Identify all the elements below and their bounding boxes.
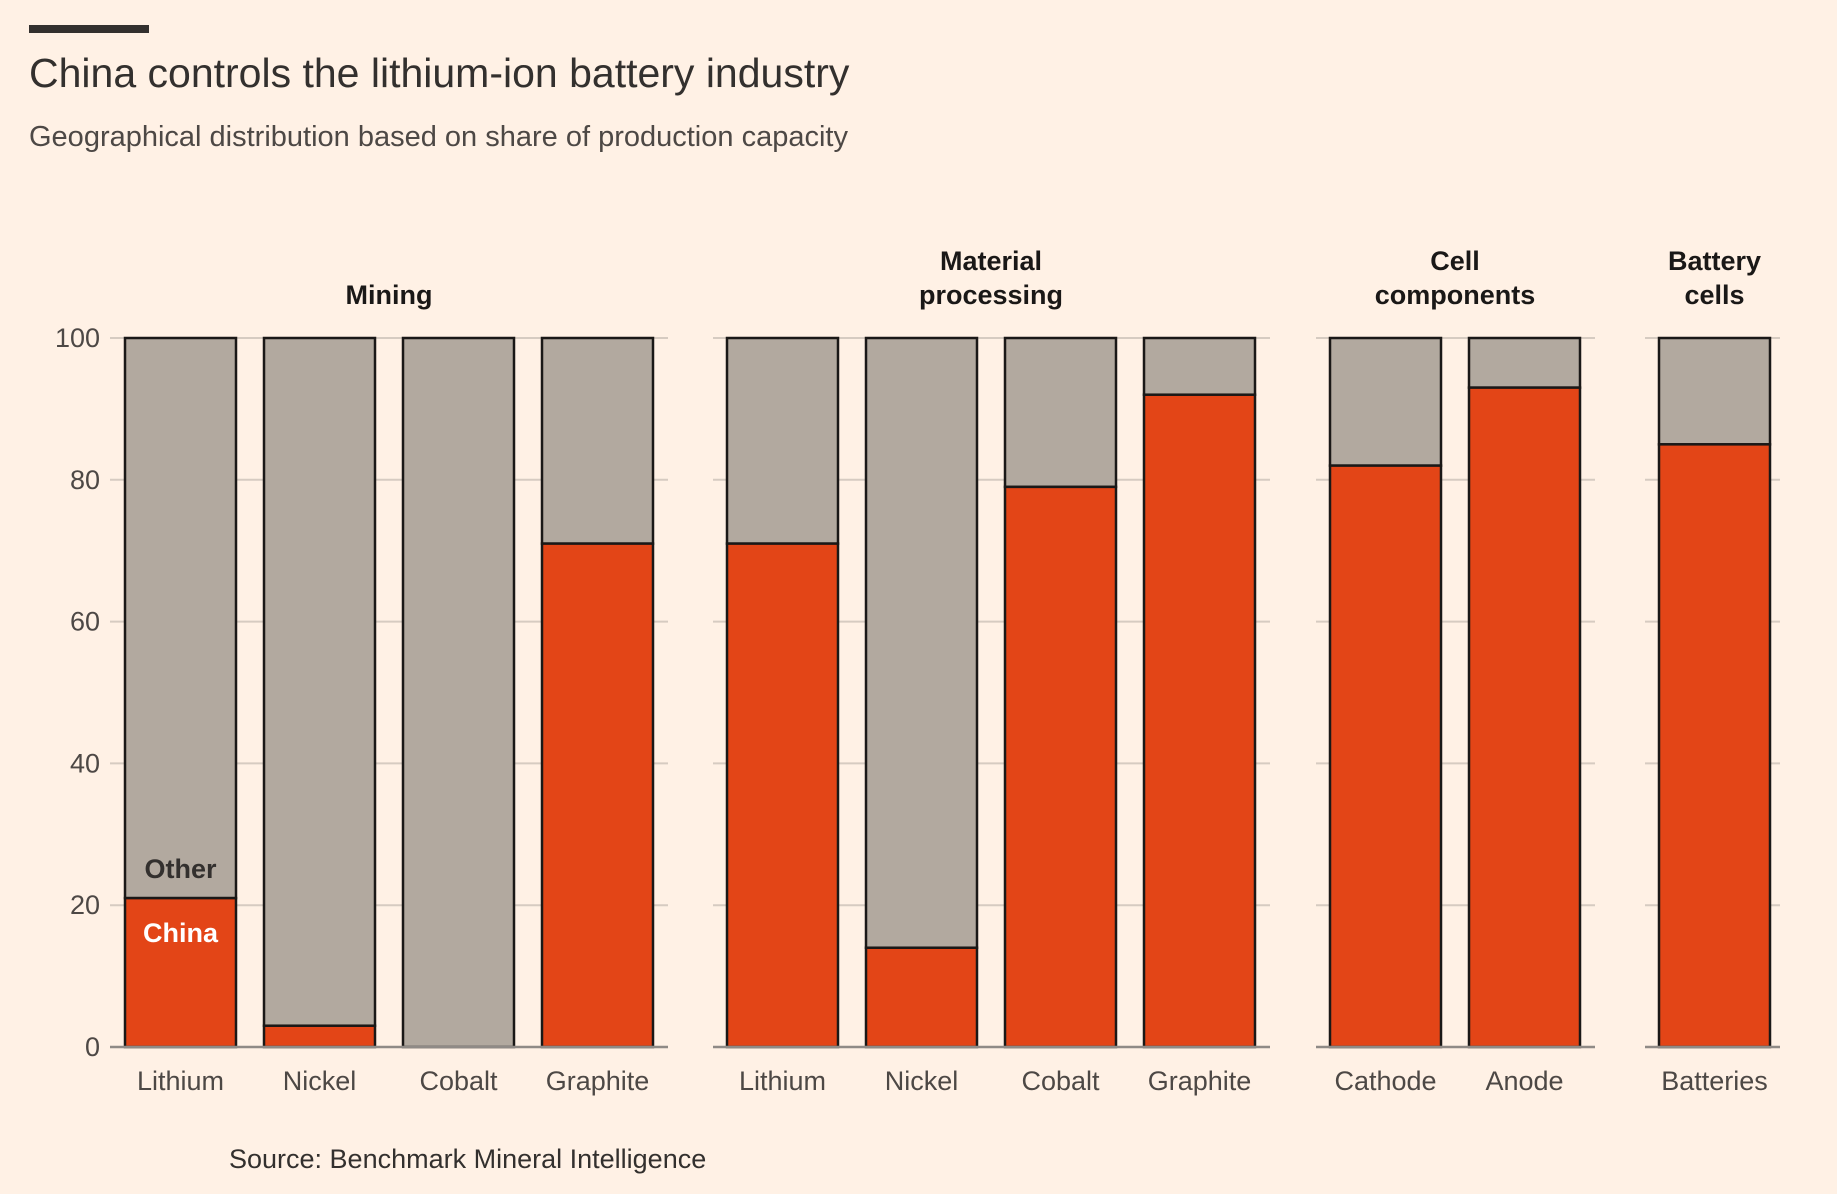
y-tick-label-20: 20 <box>70 890 100 920</box>
x-tick-label-1-cobalt: Cobalt <box>419 1066 498 1096</box>
bar-other-4-batteries <box>1657 336 1772 446</box>
bar-other-1-nickel <box>262 336 377 1027</box>
bar-china-3-anode <box>1467 386 1582 1049</box>
group-label-1-line-1: Mining <box>346 280 433 310</box>
group-label-3-line-2: components <box>1375 280 1536 310</box>
bar-other-2-cobalt <box>1003 336 1118 489</box>
chart-title: China controls the lithium-ion battery i… <box>29 50 850 96</box>
bar-other-3-cathode <box>1328 336 1443 467</box>
x-tick-label-2-graphite: Graphite <box>1148 1066 1252 1096</box>
bar-other-2-lithium <box>725 336 840 545</box>
group-label-2-line-2: processing <box>919 280 1063 310</box>
group-label-4-line-1: Battery <box>1668 246 1761 276</box>
chart-subtitle: Geographical distribution based on share… <box>29 121 848 153</box>
x-tick-label-3-cathode: Cathode <box>1334 1066 1436 1096</box>
source-note: Source: Benchmark Mineral Intelligence <box>229 1144 707 1174</box>
bar-other-1-graphite <box>540 336 655 545</box>
bar-china-1-graphite <box>540 542 655 1049</box>
x-tick-label-2-nickel: Nickel <box>885 1066 959 1096</box>
bar-china-3-cathode <box>1328 464 1443 1049</box>
x-tick-label-2-lithium: Lithium <box>739 1066 826 1096</box>
x-tick-label-1-nickel: Nickel <box>283 1066 357 1096</box>
bar-china-2-lithium <box>725 542 840 1049</box>
y-tick-label-60: 60 <box>70 607 100 637</box>
bar-other-3-anode <box>1467 336 1582 389</box>
x-tick-label-2-cobalt: Cobalt <box>1021 1066 1100 1096</box>
bar-china-1-nickel <box>262 1024 377 1049</box>
group-label-3-line-1: Cell <box>1430 246 1480 276</box>
group-label-4-line-2: cells <box>1684 280 1744 310</box>
bar-china-4-batteries <box>1657 443 1772 1049</box>
group-label-2-line-1: Material <box>940 246 1042 276</box>
legend-label-other: Other <box>144 854 217 884</box>
top-rule <box>29 25 149 33</box>
bar-china-2-graphite <box>1142 393 1257 1049</box>
y-tick-label-40: 40 <box>70 748 100 778</box>
bar-other-1-cobalt <box>401 336 516 1049</box>
y-tick-label-80: 80 <box>70 465 100 495</box>
bar-other-1-lithium <box>123 336 238 900</box>
bar-other-2-nickel <box>864 336 979 949</box>
bar-china-2-nickel <box>864 946 979 1049</box>
legend-label-china: China <box>143 918 219 948</box>
bar-china-2-cobalt <box>1003 485 1118 1049</box>
y-tick-label-100: 100 <box>55 323 100 353</box>
x-tick-label-1-lithium: Lithium <box>137 1066 224 1096</box>
x-tick-label-4-batteries: Batteries <box>1661 1066 1768 1096</box>
bar-other-2-graphite <box>1142 336 1257 396</box>
x-tick-label-3-anode: Anode <box>1485 1066 1563 1096</box>
x-tick-label-1-graphite: Graphite <box>546 1066 650 1096</box>
y-tick-label-0: 0 <box>85 1032 100 1062</box>
